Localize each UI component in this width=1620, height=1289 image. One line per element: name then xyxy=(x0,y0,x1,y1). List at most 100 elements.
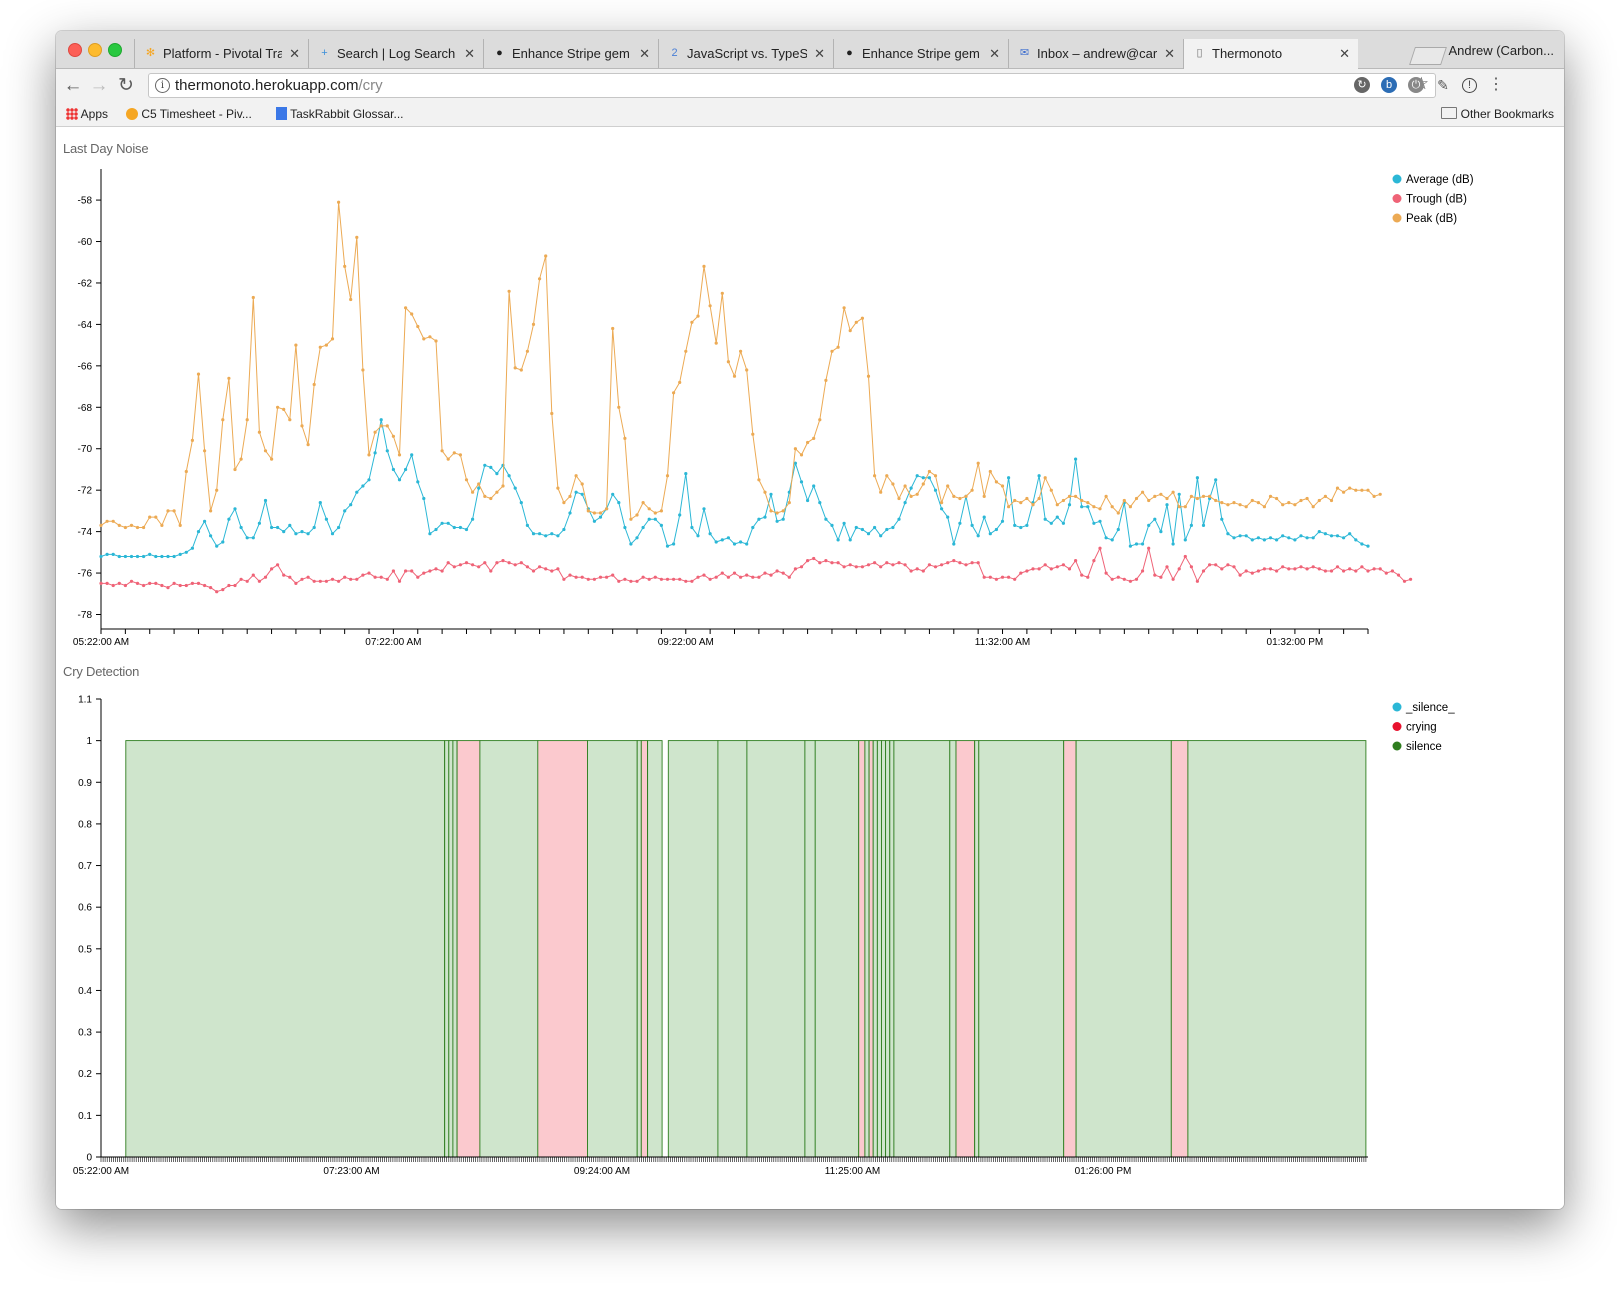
close-tab-icon[interactable]: ✕ xyxy=(814,46,825,61)
eyedropper-extension-icon[interactable]: ✎ xyxy=(1437,77,1449,93)
data-point xyxy=(659,523,664,527)
b-extension-icon[interactable]: b xyxy=(1381,77,1397,93)
url-text[interactable]: thermonoto.herokuapp.com/cry xyxy=(175,77,383,94)
sync-extension-icon[interactable]: ↻ xyxy=(1354,77,1370,93)
cry-segment-bar xyxy=(587,740,638,1158)
cry-segment-bar xyxy=(667,740,719,1158)
other-bookmarks[interactable]: Other Bookmarks xyxy=(1441,107,1554,121)
data-point xyxy=(891,482,895,486)
data-point xyxy=(976,461,980,465)
cry-segment-bar xyxy=(452,740,458,1158)
browser-tab[interactable]: ● Enhance Stripe gem to ✕ xyxy=(483,39,658,68)
data-point xyxy=(318,345,322,349)
reload-icon[interactable]: ↻ xyxy=(118,75,134,96)
data-point xyxy=(330,577,335,581)
forward-arrow-icon[interactable]: → xyxy=(89,75,109,96)
data-point xyxy=(282,407,286,411)
back-arrow-icon[interactable]: ← xyxy=(63,75,83,96)
zoom-window-button[interactable] xyxy=(108,43,122,57)
data-point xyxy=(708,304,712,308)
data-point xyxy=(495,561,499,565)
data-point xyxy=(550,411,554,416)
data-point xyxy=(775,569,779,573)
cry-segment-bar xyxy=(636,740,642,1158)
data-point xyxy=(178,552,182,556)
data-point xyxy=(879,490,883,494)
legend-marker xyxy=(1392,213,1402,223)
bookmark-c5-timesheet[interactable]: C5 Timesheet - Piv... xyxy=(126,107,252,121)
data-point xyxy=(1348,532,1352,536)
data-point xyxy=(355,235,359,239)
data-point xyxy=(440,569,444,573)
data-point xyxy=(623,577,627,581)
browser-tab[interactable]: 2 JavaScript vs. TypeSc ✕ xyxy=(658,39,833,68)
browser-tab[interactable]: ● Enhance Stripe gem to ✕ xyxy=(833,39,1008,68)
power-extension-icon[interactable]: ⏻ xyxy=(1408,77,1424,93)
data-point xyxy=(1189,494,1193,498)
data-point xyxy=(531,532,536,536)
cry-chart-title: Cry Detection xyxy=(63,664,140,679)
site-info-icon[interactable]: i xyxy=(155,78,170,93)
browser-tab[interactable]: ▯ Thermonoto ✕ xyxy=(1183,39,1358,69)
data-point xyxy=(507,561,511,565)
close-tab-icon[interactable]: ✕ xyxy=(639,46,650,61)
data-point xyxy=(1141,569,1145,573)
data-point xyxy=(690,579,694,583)
browser-tab[interactable]: ✉ Inbox – andrew@carbo ✕ xyxy=(1008,39,1183,68)
data-point xyxy=(1323,532,1327,536)
cry-segment-bar xyxy=(456,740,481,1158)
data-point xyxy=(885,561,889,565)
data-point xyxy=(751,525,755,530)
data-point xyxy=(233,467,237,472)
data-point xyxy=(318,579,322,583)
close-tab-icon[interactable]: ✕ xyxy=(989,46,1000,61)
data-point xyxy=(702,507,706,511)
close-tab-icon[interactable]: ✕ xyxy=(1164,46,1175,61)
data-point xyxy=(1080,505,1084,509)
data-point xyxy=(836,538,840,542)
data-point xyxy=(166,554,170,559)
data-point xyxy=(946,515,950,519)
x-tick-label: 05:22:00 AM xyxy=(73,637,129,647)
data-point xyxy=(866,532,871,536)
data-point xyxy=(373,451,377,455)
new-tab-button[interactable] xyxy=(1409,47,1447,65)
data-point xyxy=(129,554,134,559)
data-point xyxy=(952,559,956,563)
y-tick-label: 0.4 xyxy=(78,986,92,997)
data-point xyxy=(781,571,785,575)
data-point xyxy=(580,482,584,486)
data-point xyxy=(933,565,938,569)
data-point xyxy=(288,575,292,579)
data-point xyxy=(1390,569,1394,573)
data-point xyxy=(1067,567,1072,571)
close-tab-icon[interactable]: ✕ xyxy=(1339,46,1350,61)
close-window-button[interactable] xyxy=(68,43,82,57)
browser-tab[interactable]: + Search | Log Search | ✕ xyxy=(308,39,483,68)
data-point xyxy=(1195,476,1199,480)
close-tab-icon[interactable]: ✕ xyxy=(464,46,475,61)
data-point xyxy=(160,583,164,588)
data-point xyxy=(659,577,664,581)
data-point xyxy=(1043,563,1047,567)
data-point xyxy=(525,523,529,527)
data-point xyxy=(592,577,597,581)
info-extension-icon[interactable]: ! xyxy=(1462,78,1477,93)
bookmark-apps[interactable]: Apps xyxy=(66,107,108,121)
minimize-window-button[interactable] xyxy=(88,43,102,57)
data-point xyxy=(1086,505,1090,509)
address-bar[interactable]: i thermonoto.herokuapp.com/cry ☆ xyxy=(148,73,1436,98)
close-tab-icon[interactable]: ✕ xyxy=(289,46,300,61)
bookmark-taskrabbit[interactable]: TaskRabbit Glossar... xyxy=(276,107,404,121)
data-point xyxy=(1335,534,1340,538)
data-point xyxy=(1055,515,1059,519)
browser-tab[interactable]: ✻ Platform - Pivotal Trac ✕ xyxy=(134,39,308,68)
data-point xyxy=(781,509,785,513)
profile-name[interactable]: Andrew (Carbon... xyxy=(1448,43,1555,58)
data-point xyxy=(1396,573,1401,577)
data-point xyxy=(1311,536,1315,540)
cry-segment-bar xyxy=(125,740,446,1158)
data-point xyxy=(854,565,858,569)
menu-kebab-icon[interactable]: ⋮ xyxy=(1488,76,1504,93)
data-point xyxy=(1402,579,1407,583)
